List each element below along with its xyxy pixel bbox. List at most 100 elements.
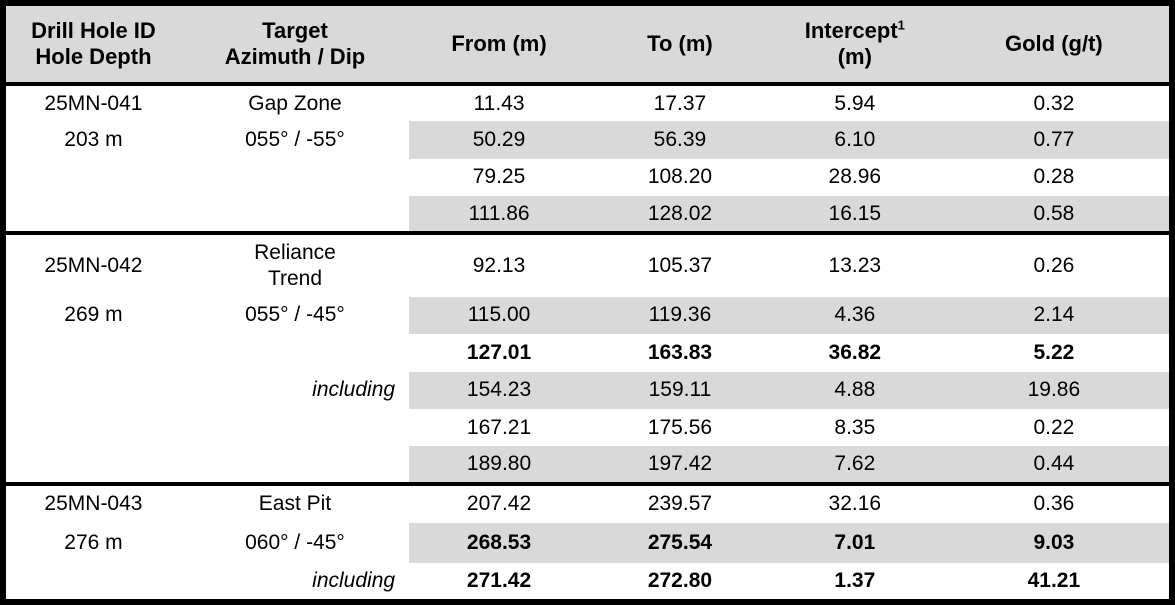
cell-intercept: 4.88 [770,371,939,409]
footnote-marker: 1 [897,17,905,33]
cell-to: 159.11 [588,371,771,409]
cell-gold: 0.58 [938,196,1172,234]
table-row-highlight: 276 m 060° / -45° 268.53 275.54 7.01 9.0… [3,523,1172,563]
table-row-highlight: 127.01 163.83 36.82 5.22 [3,334,1172,371]
empty-cell [181,159,409,196]
cell-gold: 0.22 [1033,415,1075,439]
cell-intercept: 5.94 [834,91,876,115]
cell-intercept: 4.36 [770,296,939,335]
table-row: 25MN-041 Gap Zone 11.43 17.37 5.94 0.32 [3,84,1172,121]
hole-depth: 269 m [64,303,123,327]
cell-from: 127.01 [466,340,532,364]
cell-intercept: 7.01 [770,523,939,563]
header-target-azimuth-dip: Target Azimuth / Dip [180,3,410,86]
table-row-including: including 271.42 272.80 1.37 41.21 [3,563,1172,602]
block-25MN-041: 25MN-041 Gap Zone 11.43 17.37 5.94 0.32 … [3,84,1172,234]
cell-to: 272.80 [647,568,713,592]
table-row: 203 m 055° / -55° 50.29 56.39 6.10 0.77 [3,121,1172,159]
table-row: 25MN-042 Reliance Trend 92.13 105.37 13.… [3,233,1172,296]
cell-from: 154.23 [409,371,589,409]
table-row: 167.21 175.56 8.35 0.22 [3,409,1172,446]
header-intercept: Intercept1 (m) [770,3,939,86]
intercept-label: Intercept [804,18,898,43]
empty-cell [181,334,409,371]
cell-intercept: 32.16 [828,492,882,516]
empty-cell [181,409,409,446]
empty-cell [3,196,181,233]
hole-id: 25MN-041 [44,91,143,115]
empty-cell [3,334,181,371]
cell-from: 79.25 [472,165,526,189]
table-row-including: including 154.23 159.11 4.88 19.86 [3,371,1172,409]
header-to: To (m) [588,3,771,86]
cell-gold: 9.03 [938,523,1172,563]
empty-cell [181,446,409,483]
cell-gold: 0.44 [938,446,1172,484]
cell-intercept: 7.62 [770,446,939,484]
header-line: Hole Depth [35,44,152,69]
cell-from: 11.43 [473,91,525,115]
hole-depth: 203 m [64,128,123,152]
cell-to: 128.02 [588,196,771,234]
azimuth-dip: 055° / -45° [245,303,345,327]
table-row: 25MN-043 East Pit 207.42 239.57 32.16 0.… [3,484,1172,523]
table-row: 111.86 128.02 16.15 0.58 [3,196,1172,234]
header-line: Target [262,18,328,43]
cell-gold: 0.28 [1033,165,1075,189]
cell-gold: 0.26 [1033,254,1075,278]
cell-from: 50.29 [409,121,589,159]
table-row: 189.80 197.42 7.62 0.44 [3,446,1172,484]
including-label: including [312,378,396,402]
cell-intercept: 13.23 [828,254,882,278]
table-header: Drill Hole ID Hole Depth Target Azimuth … [3,3,1172,86]
cell-from: 268.53 [409,523,589,563]
cell-gold: 0.32 [1033,91,1075,115]
cell-to: 175.56 [647,415,713,439]
cell-from: 115.00 [409,296,589,335]
table-row: 269 m 055° / -45° 115.00 119.36 4.36 2.1… [3,296,1172,335]
empty-cell [3,372,181,409]
cell-gold: 2.14 [938,296,1172,335]
cell-to: 56.39 [588,121,771,159]
target-zone: East Pit [258,492,332,516]
cell-gold: 19.86 [938,371,1172,409]
cell-gold: 5.22 [1033,340,1075,364]
cell-from: 207.42 [466,492,532,516]
cell-from: 271.42 [466,568,532,592]
target-zone: Reliance Trend [181,233,409,296]
hole-id: 25MN-042 [44,254,143,278]
azimuth-dip: 060° / -45° [245,530,345,554]
header-line: Drill Hole ID [31,18,156,43]
cell-to: 119.36 [588,296,771,335]
cell-to: 17.37 [653,91,707,115]
header-gold: Gold (g/t) [938,3,1172,86]
header-drill-hole-id: Drill Hole ID Hole Depth [3,3,181,86]
header-line: (m) [837,44,872,69]
cell-gold: 41.21 [1027,568,1081,592]
cell-from: 111.86 [409,196,589,234]
cell-intercept: 28.96 [828,165,882,189]
header-line: Azimuth / Dip [224,44,366,69]
header-row: Drill Hole ID Hole Depth Target Azimuth … [3,3,1172,86]
cell-from: 189.80 [409,446,589,484]
azimuth-dip: 055° / -55° [245,128,345,152]
cell-to: 239.57 [647,492,713,516]
cell-from: 92.13 [472,254,526,278]
cell-intercept: 1.37 [834,568,876,592]
cell-intercept: 36.82 [828,340,882,364]
cell-gold: 0.36 [1033,492,1075,516]
cell-to: 163.83 [647,340,713,364]
cell-to: 105.37 [647,254,713,278]
block-25MN-043: 25MN-043 East Pit 207.42 239.57 32.16 0.… [3,483,1172,602]
cell-gold: 0.77 [938,121,1172,159]
hole-depth: 276 m [64,530,123,554]
cell-from: 167.21 [466,415,532,439]
empty-cell [181,196,409,233]
target-line: Reliance [254,241,336,265]
empty-cell [3,159,181,196]
header-line: Intercept1 [771,18,939,44]
hole-id: 25MN-043 [44,492,143,516]
empty-cell [3,446,181,483]
cell-intercept: 16.15 [770,196,939,234]
